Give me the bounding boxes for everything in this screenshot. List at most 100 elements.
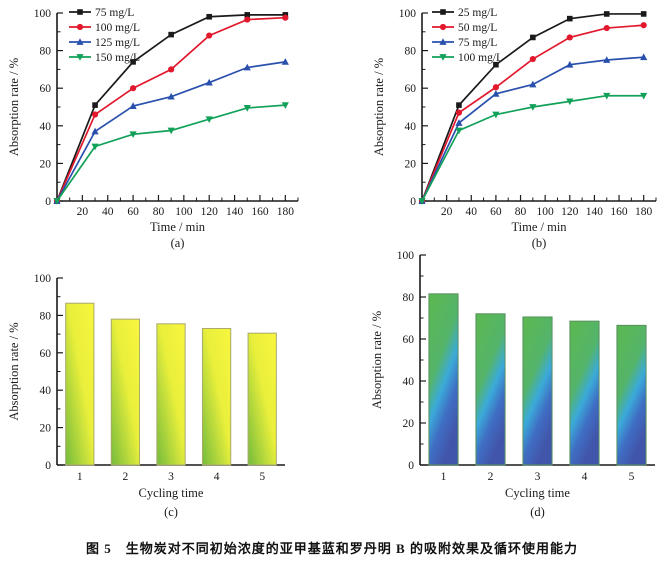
data-point-marker <box>640 22 647 29</box>
data-point-marker <box>640 11 647 17</box>
bar-chart-c: 0 20 40 60 80 100 Absorption rate / % 1 2 3 4 5 Cycl… <box>7 273 285 519</box>
bar-category-label: 3 <box>535 471 541 483</box>
y-tick-label: 20 <box>40 423 52 435</box>
y-tick-label: 80 <box>405 46 417 58</box>
y-tick-label: 40 <box>40 385 52 397</box>
x-tick-label: 100 <box>537 206 555 218</box>
bar <box>201 327 232 466</box>
y-axis-label: Absorption rate / % <box>370 311 384 409</box>
line-chart-b: 0 20 40 60 80 100 Absorption rate / % 20 40 60 80 1… <box>372 7 657 250</box>
y-tick-label: 20 <box>40 158 52 170</box>
legend-swatch-marker <box>439 23 447 31</box>
y-tick-label: 80 <box>40 46 52 58</box>
y-tick-label: 100 <box>399 8 417 20</box>
x-tick-label: 160 <box>610 206 628 218</box>
legend-label: 100 mg/L <box>458 52 503 64</box>
legend-label: 100 mg/L <box>95 22 140 34</box>
y-axis-label: Absorption rate / % <box>372 58 386 156</box>
subplot-label: (c) <box>164 505 178 519</box>
y-tick-label: 100 <box>34 8 52 20</box>
data-point-marker <box>167 92 175 100</box>
x-tick-label: 100 <box>175 206 193 218</box>
x-tick-label: 20 <box>441 206 453 218</box>
y-tick-label: 0 <box>410 196 416 208</box>
x-tick-label: 60 <box>490 206 502 218</box>
y-tick-label: 0 <box>45 196 51 208</box>
bar-category-label: 4 <box>582 471 588 483</box>
legend-label: 50 mg/L <box>458 22 497 34</box>
y-tick-label: 40 <box>40 121 52 133</box>
y-tick-label: 20 <box>405 158 417 170</box>
data-point-marker <box>167 127 175 135</box>
data-point-marker <box>455 119 463 126</box>
y-tick-label: 40 <box>405 121 417 133</box>
bar <box>475 313 506 466</box>
bar-category-label: 1 <box>77 471 83 483</box>
figure-caption: 图 5 生物炭对不同初始浓度的亚甲基蓝和罗丹明 B 的吸附效果及循环使用能力 <box>86 541 578 556</box>
legend-swatch-marker <box>76 54 84 61</box>
data-point-marker <box>529 80 537 88</box>
data-point-marker <box>168 31 174 38</box>
subplot-label: (d) <box>530 505 545 519</box>
data-point-marker <box>206 13 213 20</box>
x-tick-label: 40 <box>466 206 478 218</box>
data-point-marker <box>130 59 136 65</box>
y-tick-label: 80 <box>40 310 52 322</box>
bar-category-label: 3 <box>168 471 174 483</box>
legend-label: 75 mg/L <box>95 7 134 19</box>
legend-label: 150 mg/L <box>95 52 140 64</box>
legend-label: 25 mg/L <box>458 7 497 19</box>
x-tick-label: 120 <box>201 206 219 218</box>
x-tick-label: 180 <box>635 206 653 218</box>
y-tick-label: 60 <box>405 83 417 95</box>
x-tick-label: 180 <box>277 206 295 218</box>
series-line <box>421 94 644 202</box>
data-point-marker <box>168 66 175 73</box>
data-point-marker <box>53 198 61 205</box>
y-tick-label: 60 <box>403 334 415 346</box>
data-point-marker <box>130 85 137 92</box>
x-tick-label: 140 <box>586 206 604 218</box>
data-point-marker <box>640 53 648 61</box>
y-tick-label: 80 <box>403 292 415 304</box>
bar <box>110 318 141 466</box>
line-chart-a: 0 20 40 60 80 100 Absorption rate / % 20 40 60 80 1… <box>7 7 299 250</box>
bar-category-label: 5 <box>629 471 635 483</box>
data-point-marker <box>281 102 289 109</box>
x-axis-label: Cycling time <box>505 486 570 500</box>
legend-swatch-marker <box>440 9 446 15</box>
y-tick-label: 0 <box>408 460 414 472</box>
bar <box>156 323 186 466</box>
data-point-marker <box>455 109 463 116</box>
data-point-marker <box>529 104 537 111</box>
y-tick-label: 60 <box>40 83 52 95</box>
data-point-marker <box>91 127 99 135</box>
bar-category-label: 1 <box>441 471 447 483</box>
data-point-marker <box>91 111 99 118</box>
x-tick-label: 120 <box>561 206 579 218</box>
bar-category-label: 2 <box>488 471 494 483</box>
data-point-marker <box>530 34 536 41</box>
x-axis-label: Time / min <box>511 220 567 234</box>
data-point-marker <box>418 198 426 205</box>
bar <box>569 320 600 466</box>
legend-swatch-marker <box>439 38 447 45</box>
data-point-marker <box>603 56 611 63</box>
data-point-marker <box>91 143 99 151</box>
y-tick-label: 100 <box>34 273 52 285</box>
x-tick-label: 40 <box>102 206 114 218</box>
data-point-marker <box>281 58 289 65</box>
bar <box>65 302 95 466</box>
legend-swatch-marker <box>76 23 84 31</box>
x-axis-label: Time / min <box>150 220 206 234</box>
series-line <box>56 104 286 202</box>
bar <box>428 293 459 466</box>
subplot-label: (b) <box>532 236 547 250</box>
y-axis-label: Absorption rate / % <box>7 322 21 420</box>
series-line <box>56 16 286 202</box>
y-tick-label: 100 <box>397 250 415 262</box>
data-point-marker <box>206 32 213 39</box>
data-point-marker <box>244 16 251 23</box>
series-line <box>421 56 644 202</box>
data-point-marker <box>92 102 98 108</box>
